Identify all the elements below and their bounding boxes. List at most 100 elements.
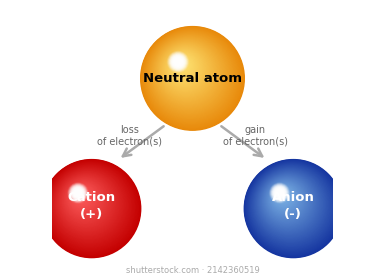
Circle shape [70,185,85,200]
Circle shape [174,59,181,65]
Circle shape [158,43,216,101]
Circle shape [58,174,115,230]
Circle shape [157,42,217,102]
Circle shape [75,190,86,201]
Circle shape [164,48,206,90]
Circle shape [253,168,328,242]
Circle shape [251,166,331,246]
Circle shape [176,60,180,64]
Circle shape [170,54,186,70]
Circle shape [256,170,323,238]
Circle shape [252,167,329,244]
FancyArrowPatch shape [123,126,164,156]
Circle shape [45,161,138,255]
Circle shape [61,177,110,226]
Circle shape [64,180,105,220]
Circle shape [79,193,81,195]
Circle shape [177,60,184,68]
Circle shape [266,180,306,220]
Circle shape [48,165,132,248]
Circle shape [278,191,281,195]
Circle shape [267,181,305,219]
Text: Anion
(-): Anion (-) [272,191,315,221]
Circle shape [255,169,325,239]
Circle shape [271,185,298,211]
Circle shape [178,62,182,66]
Circle shape [262,176,313,227]
Circle shape [275,188,291,204]
Circle shape [146,31,236,122]
Circle shape [62,178,108,223]
Circle shape [64,179,106,222]
Circle shape [259,173,318,233]
Circle shape [53,169,124,240]
Circle shape [245,160,341,256]
Circle shape [173,57,183,67]
Circle shape [265,179,307,221]
Circle shape [69,184,98,213]
Circle shape [265,179,308,222]
Circle shape [273,186,295,208]
Circle shape [142,28,241,127]
Circle shape [164,48,206,91]
Circle shape [151,36,227,113]
Circle shape [159,43,214,99]
Circle shape [67,182,101,216]
Circle shape [72,187,92,207]
Circle shape [50,167,128,244]
Circle shape [246,161,339,255]
Circle shape [51,167,127,243]
Circle shape [166,50,203,87]
Circle shape [171,55,194,78]
Circle shape [162,47,208,92]
Circle shape [146,32,235,121]
Circle shape [276,189,283,197]
Circle shape [147,33,233,118]
Circle shape [68,183,99,214]
Circle shape [248,163,337,252]
Circle shape [248,163,336,251]
Circle shape [73,188,90,205]
Circle shape [278,192,281,194]
Circle shape [72,187,84,199]
Text: Cation
(+): Cation (+) [68,191,116,221]
Circle shape [172,56,184,67]
Circle shape [271,185,297,211]
Circle shape [256,171,322,237]
Circle shape [167,51,201,85]
Circle shape [168,52,199,83]
Circle shape [173,57,190,74]
Circle shape [254,169,325,240]
Circle shape [270,184,289,202]
Circle shape [251,165,331,246]
Circle shape [271,184,288,202]
Text: loss
of electron(s): loss of electron(s) [97,125,162,147]
Circle shape [76,190,85,200]
Circle shape [60,176,111,227]
Text: gain
of electron(s): gain of electron(s) [223,125,288,147]
Circle shape [248,164,335,250]
Circle shape [50,166,129,246]
Circle shape [73,188,83,198]
Circle shape [272,186,296,209]
Circle shape [72,186,84,199]
Circle shape [70,185,86,201]
Circle shape [65,181,103,219]
Circle shape [74,189,82,197]
Circle shape [154,39,222,107]
Circle shape [172,55,184,68]
Circle shape [162,46,209,93]
Circle shape [249,164,335,250]
Circle shape [151,37,226,112]
Circle shape [76,191,85,199]
Circle shape [277,190,288,201]
Circle shape [259,173,318,232]
Circle shape [166,50,202,87]
Circle shape [152,37,226,111]
Circle shape [70,185,95,210]
Circle shape [60,176,112,228]
Circle shape [278,191,286,199]
Circle shape [174,58,188,72]
Circle shape [154,39,223,108]
Circle shape [67,182,100,215]
